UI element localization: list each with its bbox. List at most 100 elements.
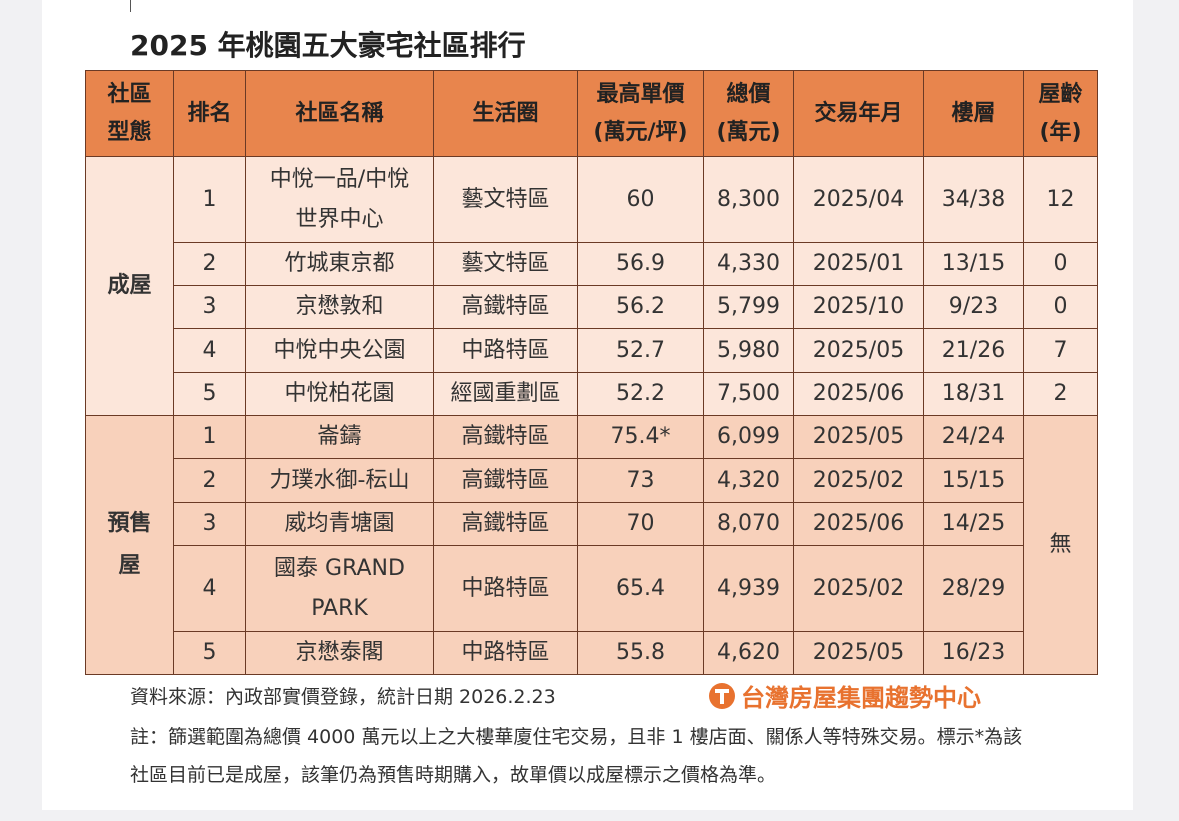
cell: 藝文特區	[433, 156, 578, 243]
note: 註：篩選範圍為總價 4000 萬元以上之大樓華廈住宅交易，且非 1 樓店面、關係…	[130, 726, 1023, 786]
header-cell: 最高單價 (萬元/坪)	[577, 70, 704, 157]
cell: 高鐵特區	[433, 285, 578, 329]
cell: 2025/05	[793, 328, 924, 373]
cell: 崙鑄	[245, 415, 434, 459]
cell: 藝文特區	[433, 242, 578, 286]
page: 2025 年桃園五大豪宅社區排行 社區 型態 排名 社區名稱 生活圈 最高單價 (萬元/…	[42, 0, 1133, 810]
cell: 2025/10	[793, 285, 924, 329]
row: 3 京懋敦和 高鐵特區 56.2 5,799 2025/10 9/23 0	[85, 285, 1098, 329]
group-label: 預售 屋	[85, 415, 174, 675]
cell: 0	[1023, 285, 1098, 329]
cell: 1	[173, 415, 246, 459]
row: 2 竹城東京都 藝文特區 56.9 4,330 2025/01 13/15 0	[85, 242, 1098, 286]
cell: 6,099	[703, 415, 794, 459]
brand-logo	[709, 682, 735, 709]
cell: 2025/04	[793, 156, 924, 243]
cell: 2025/06	[793, 502, 924, 546]
cell: 4,939	[703, 545, 794, 632]
cell: 7,500	[703, 372, 794, 416]
cell: 34/38	[923, 156, 1024, 243]
cell: 52.2	[577, 372, 704, 416]
cell: 高鐵特區	[433, 502, 578, 546]
cell: 2025/05	[793, 415, 924, 459]
row: 預售 屋 1 崙鑄 高鐵特區 75.4* 6,099 2025/05 24/24 無	[85, 415, 1098, 675]
cell: 8,070	[703, 502, 794, 546]
cell: 52.7	[577, 328, 704, 373]
cell: 73	[577, 458, 704, 503]
cell: 14/25	[923, 502, 1024, 546]
cell: 16/23	[923, 631, 1024, 675]
cell: 2025/01	[793, 242, 924, 286]
row: 4 中悅中央公園 中路特區 52.7 5,980 2025/05 21/26 7	[85, 328, 1098, 373]
cell: 0	[1023, 242, 1098, 286]
cell: 中悅柏花園	[245, 372, 434, 416]
brand-name: 台灣房屋集團趨勢中心	[741, 684, 981, 712]
header-cell: 屋齡 (年)	[1023, 70, 1098, 157]
cell: 3	[173, 285, 246, 329]
cell: 2	[173, 458, 246, 503]
cell: 經國重劃區	[433, 372, 578, 416]
header-cell: 生活圈	[433, 70, 578, 157]
header-cell: 社區名稱	[245, 70, 434, 157]
cell: 4	[173, 328, 246, 373]
cell: 5	[173, 631, 246, 675]
header-cell: 總價 (萬元)	[703, 70, 794, 157]
cell: 3	[173, 502, 246, 546]
cell: 60	[577, 156, 704, 243]
brand: 台灣房屋集團趨勢中心	[707, 678, 981, 713]
cell: 4,320	[703, 458, 794, 503]
cell: 70	[577, 502, 704, 546]
cell: 2025/06	[793, 372, 924, 416]
cell: 京懋敦和	[245, 285, 434, 329]
cell: 京懋泰閣	[245, 631, 434, 675]
cell: 18/31	[923, 372, 1024, 416]
cell: 中悅一品/中悅 世界中心	[245, 156, 434, 243]
row: 2 力璞水御-秐山 高鐵特區 73 4,320 2025/02 15/15	[85, 458, 1098, 503]
cell: 國泰 GRAND PARK	[245, 545, 434, 632]
cell: 中路特區	[433, 545, 578, 632]
ranking-table: 社區 型態 排名 社區名稱 生活圈 最高單價 (萬元/坪) 總價 (萬元) 交易年月 樓層 屋齡…	[85, 70, 1098, 675]
cell: 力璞水御-秐山	[245, 458, 434, 503]
cell: 1	[173, 156, 246, 243]
cell: 65.4	[577, 545, 704, 632]
cell: 28/29	[923, 545, 1024, 632]
cell: 4	[173, 545, 246, 632]
group-label: 成屋	[85, 156, 174, 416]
cell: 4,620	[703, 631, 794, 675]
cell: 13/15	[923, 242, 1024, 286]
cell: 2	[173, 242, 246, 286]
divider	[130, 0, 131, 12]
row: 3 威均青塘園 高鐵特區 70 8,070 2025/06 14/25	[85, 502, 1098, 546]
cell: 9/23	[923, 285, 1024, 329]
cell: 5	[173, 372, 246, 416]
cell: 中路特區	[433, 328, 578, 373]
row: 5 京懋泰閣 中路特區 55.8 4,620 2025/05 16/23	[85, 631, 1098, 675]
cell: 8,300	[703, 156, 794, 243]
header-row: 社區 型態 排名 社區名稱 生活圈 最高單價 (萬元/坪) 總價 (萬元) 交易年月 樓層 屋齡…	[85, 70, 1098, 157]
cell: 7	[1023, 328, 1098, 373]
cell: 15/15	[923, 458, 1024, 503]
header-cell: 樓層	[923, 70, 1024, 157]
title: 2025 年桃園五大豪宅社區排行	[130, 29, 526, 62]
row: 4 國泰 GRAND PARK 中路特區 65.4 4,939 2025/02 28/29	[85, 545, 1098, 632]
row: 成屋 1 中悅一品/中悅 世界中心 藝文特區 60 8,300 2025/04 34/38 12	[85, 156, 1098, 416]
cell: 2	[1023, 372, 1098, 416]
cell: 4,330	[703, 242, 794, 286]
age-cell: 無	[1023, 415, 1098, 675]
cell: 2025/05	[793, 631, 924, 675]
header-cell: 排名	[173, 70, 246, 157]
cell: 12	[1023, 156, 1098, 243]
cell: 56.9	[577, 242, 704, 286]
header-cell: 社區 型態	[85, 70, 174, 157]
cell: 2025/02	[793, 545, 924, 632]
cell: 中悅中央公園	[245, 328, 434, 373]
cell: 高鐵特區	[433, 458, 578, 503]
cell: 21/26	[923, 328, 1024, 373]
source: 資料來源：內政部實價登錄，統計日期 2026.2.23	[130, 686, 556, 708]
cell: 威均青塘園	[245, 502, 434, 546]
header-cell: 交易年月	[793, 70, 924, 157]
row: 5 中悅柏花園 經國重劃區 52.2 7,500 2025/06 18/31 2	[85, 372, 1098, 416]
cell: 75.4*	[577, 415, 704, 459]
cell: 5,980	[703, 328, 794, 373]
